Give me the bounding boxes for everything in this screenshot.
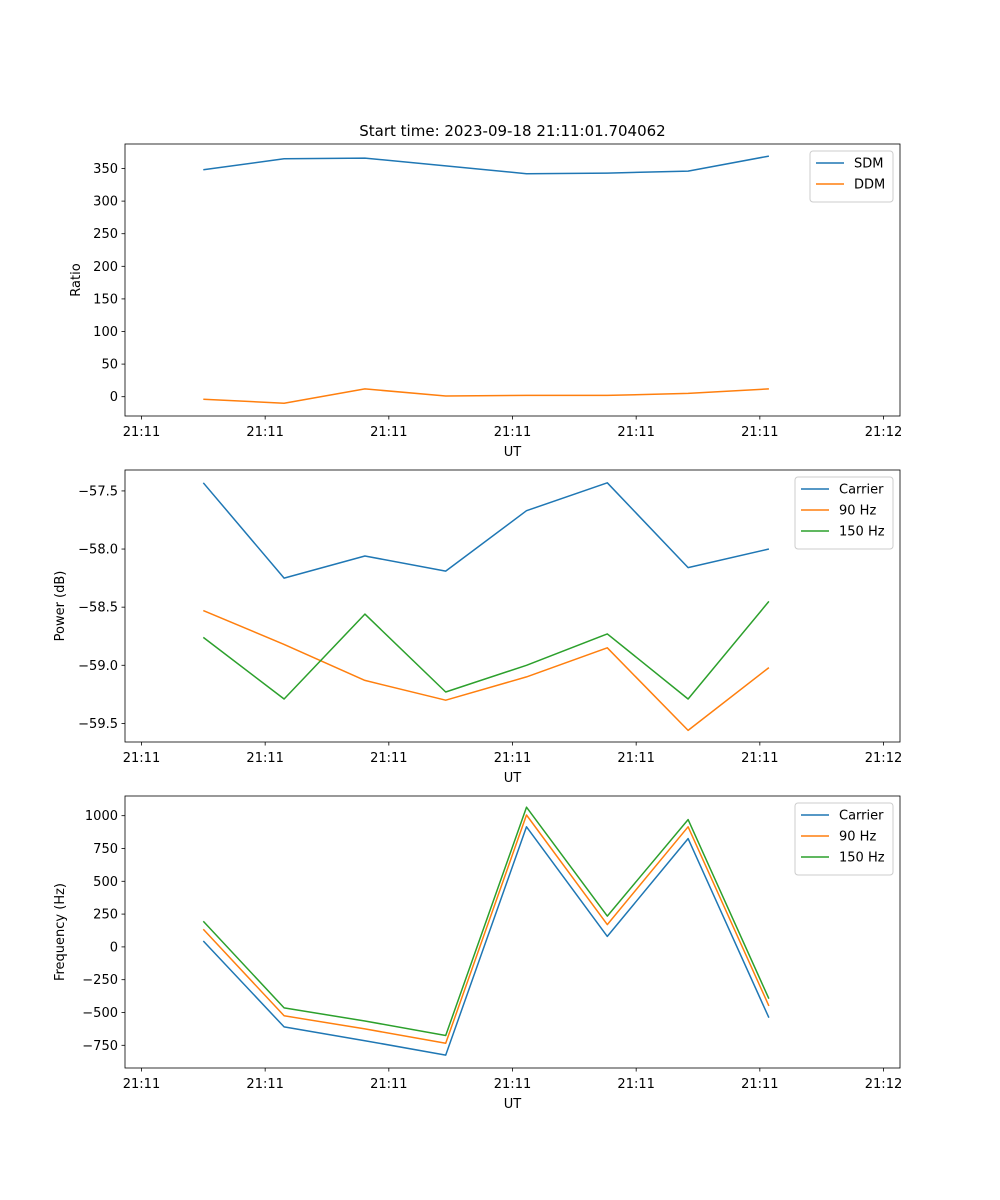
x-axis-label: UT bbox=[504, 1097, 522, 1112]
legend-label: 90 Hz bbox=[839, 504, 876, 519]
x-tick-label: 21:11 bbox=[123, 1077, 160, 1092]
y-tick-label: 750 bbox=[93, 842, 118, 857]
y-tick-label: 50 bbox=[101, 358, 118, 373]
legend-label: 150 Hz bbox=[839, 851, 885, 866]
y-axis-label: Power (dB) bbox=[53, 571, 68, 642]
x-tick-label: 21:11 bbox=[123, 425, 160, 440]
x-tick-label: 21:12 bbox=[865, 1077, 902, 1092]
legend-label: Carrier bbox=[839, 483, 884, 498]
x-tick-label: 21:11 bbox=[617, 425, 654, 440]
y-axis-label: Ratio bbox=[69, 263, 84, 296]
legend-label: 150 Hz bbox=[839, 525, 885, 540]
x-tick-label: 21:11 bbox=[494, 751, 531, 766]
x-tick-label: 21:11 bbox=[370, 1077, 407, 1092]
x-tick-label: 21:11 bbox=[370, 425, 407, 440]
charts-container: 21:11 21:11 21:11 21:11 21:11 21:11 21:12 0 50 10… bbox=[53, 143, 902, 1112]
series-line-90-hz bbox=[203, 609, 770, 732]
y-tick-label: 1000 bbox=[85, 809, 118, 824]
y-tick-label: 250 bbox=[93, 908, 118, 923]
x-axis-label: UT bbox=[504, 771, 522, 786]
y-tick-label: 200 bbox=[93, 260, 118, 275]
legend: Carrier 90 Hz 150 Hz bbox=[794, 476, 894, 550]
y-tick-label: −500 bbox=[82, 1006, 118, 1021]
series-line-150-hz bbox=[202, 806, 770, 1037]
y-tick-label: 500 bbox=[93, 875, 118, 890]
series-line-sdm bbox=[203, 155, 770, 175]
chart-panel-3: 21:11 21:11 21:11 21:11 21:11 21:11 21:12 1000 7… bbox=[53, 795, 902, 1112]
x-axis-label: UT bbox=[504, 445, 522, 460]
x-tick-label: 21:11 bbox=[617, 1077, 654, 1092]
chart-panel-2: 21:11 21:11 21:11 21:11 21:11 21:11 21:12 −57.5… bbox=[53, 469, 902, 786]
x-tick-label: 21:11 bbox=[123, 751, 160, 766]
series-line-carrier bbox=[202, 826, 770, 1056]
x-tick-label: 21:12 bbox=[865, 425, 902, 440]
y-tick-label: −57.5 bbox=[78, 484, 118, 499]
chart-panel-1: 21:11 21:11 21:11 21:11 21:11 21:11 21:12 0 50 10… bbox=[69, 143, 902, 460]
y-tick-label: 250 bbox=[93, 227, 118, 242]
y-tick-label: 100 bbox=[93, 325, 118, 340]
x-tick-label: 21:11 bbox=[246, 1077, 283, 1092]
y-tick-label: −250 bbox=[82, 973, 118, 988]
series-line-carrier bbox=[202, 482, 770, 579]
x-tick-label: 21:11 bbox=[494, 1077, 531, 1092]
y-tick-label: 0 bbox=[110, 940, 118, 955]
y-tick-label: −58.0 bbox=[78, 543, 118, 558]
series-line-ddm bbox=[203, 388, 769, 404]
x-tick-label: 21:11 bbox=[617, 751, 654, 766]
x-tick-label: 21:11 bbox=[370, 751, 407, 766]
series-line-90-hz bbox=[202, 814, 770, 1045]
y-tick-label: 350 bbox=[93, 162, 118, 177]
x-tick-label: 21:11 bbox=[741, 425, 778, 440]
figure-title: Start time: 2023-09-18 21:11:01.704062 bbox=[359, 122, 665, 140]
x-tick-label: 21:11 bbox=[741, 1077, 778, 1092]
x-tick-label: 21:11 bbox=[741, 751, 778, 766]
y-tick-label: 150 bbox=[93, 292, 118, 307]
series-line-150-hz bbox=[202, 600, 770, 700]
x-tick-label: 21:11 bbox=[246, 425, 283, 440]
y-tick-label: 0 bbox=[110, 390, 118, 405]
legend: SDM DDM bbox=[809, 150, 894, 203]
legend-label: Carrier bbox=[839, 809, 884, 824]
legend: Carrier 90 Hz 150 Hz bbox=[794, 802, 894, 876]
y-tick-label: −59.0 bbox=[78, 659, 118, 674]
x-tick-label: 21:12 bbox=[865, 751, 902, 766]
legend-label: 90 Hz bbox=[839, 830, 876, 845]
x-tick-label: 21:11 bbox=[494, 425, 531, 440]
legend-label: DDM bbox=[854, 178, 885, 193]
y-tick-label: 300 bbox=[93, 195, 118, 210]
y-tick-label: −750 bbox=[82, 1039, 118, 1054]
y-tick-label: −58.5 bbox=[78, 601, 118, 616]
x-tick-label: 21:11 bbox=[246, 751, 283, 766]
y-tick-label: −59.5 bbox=[78, 717, 118, 732]
legend-label: SDM bbox=[854, 157, 883, 172]
y-axis-label: Frequency (Hz) bbox=[53, 883, 68, 981]
